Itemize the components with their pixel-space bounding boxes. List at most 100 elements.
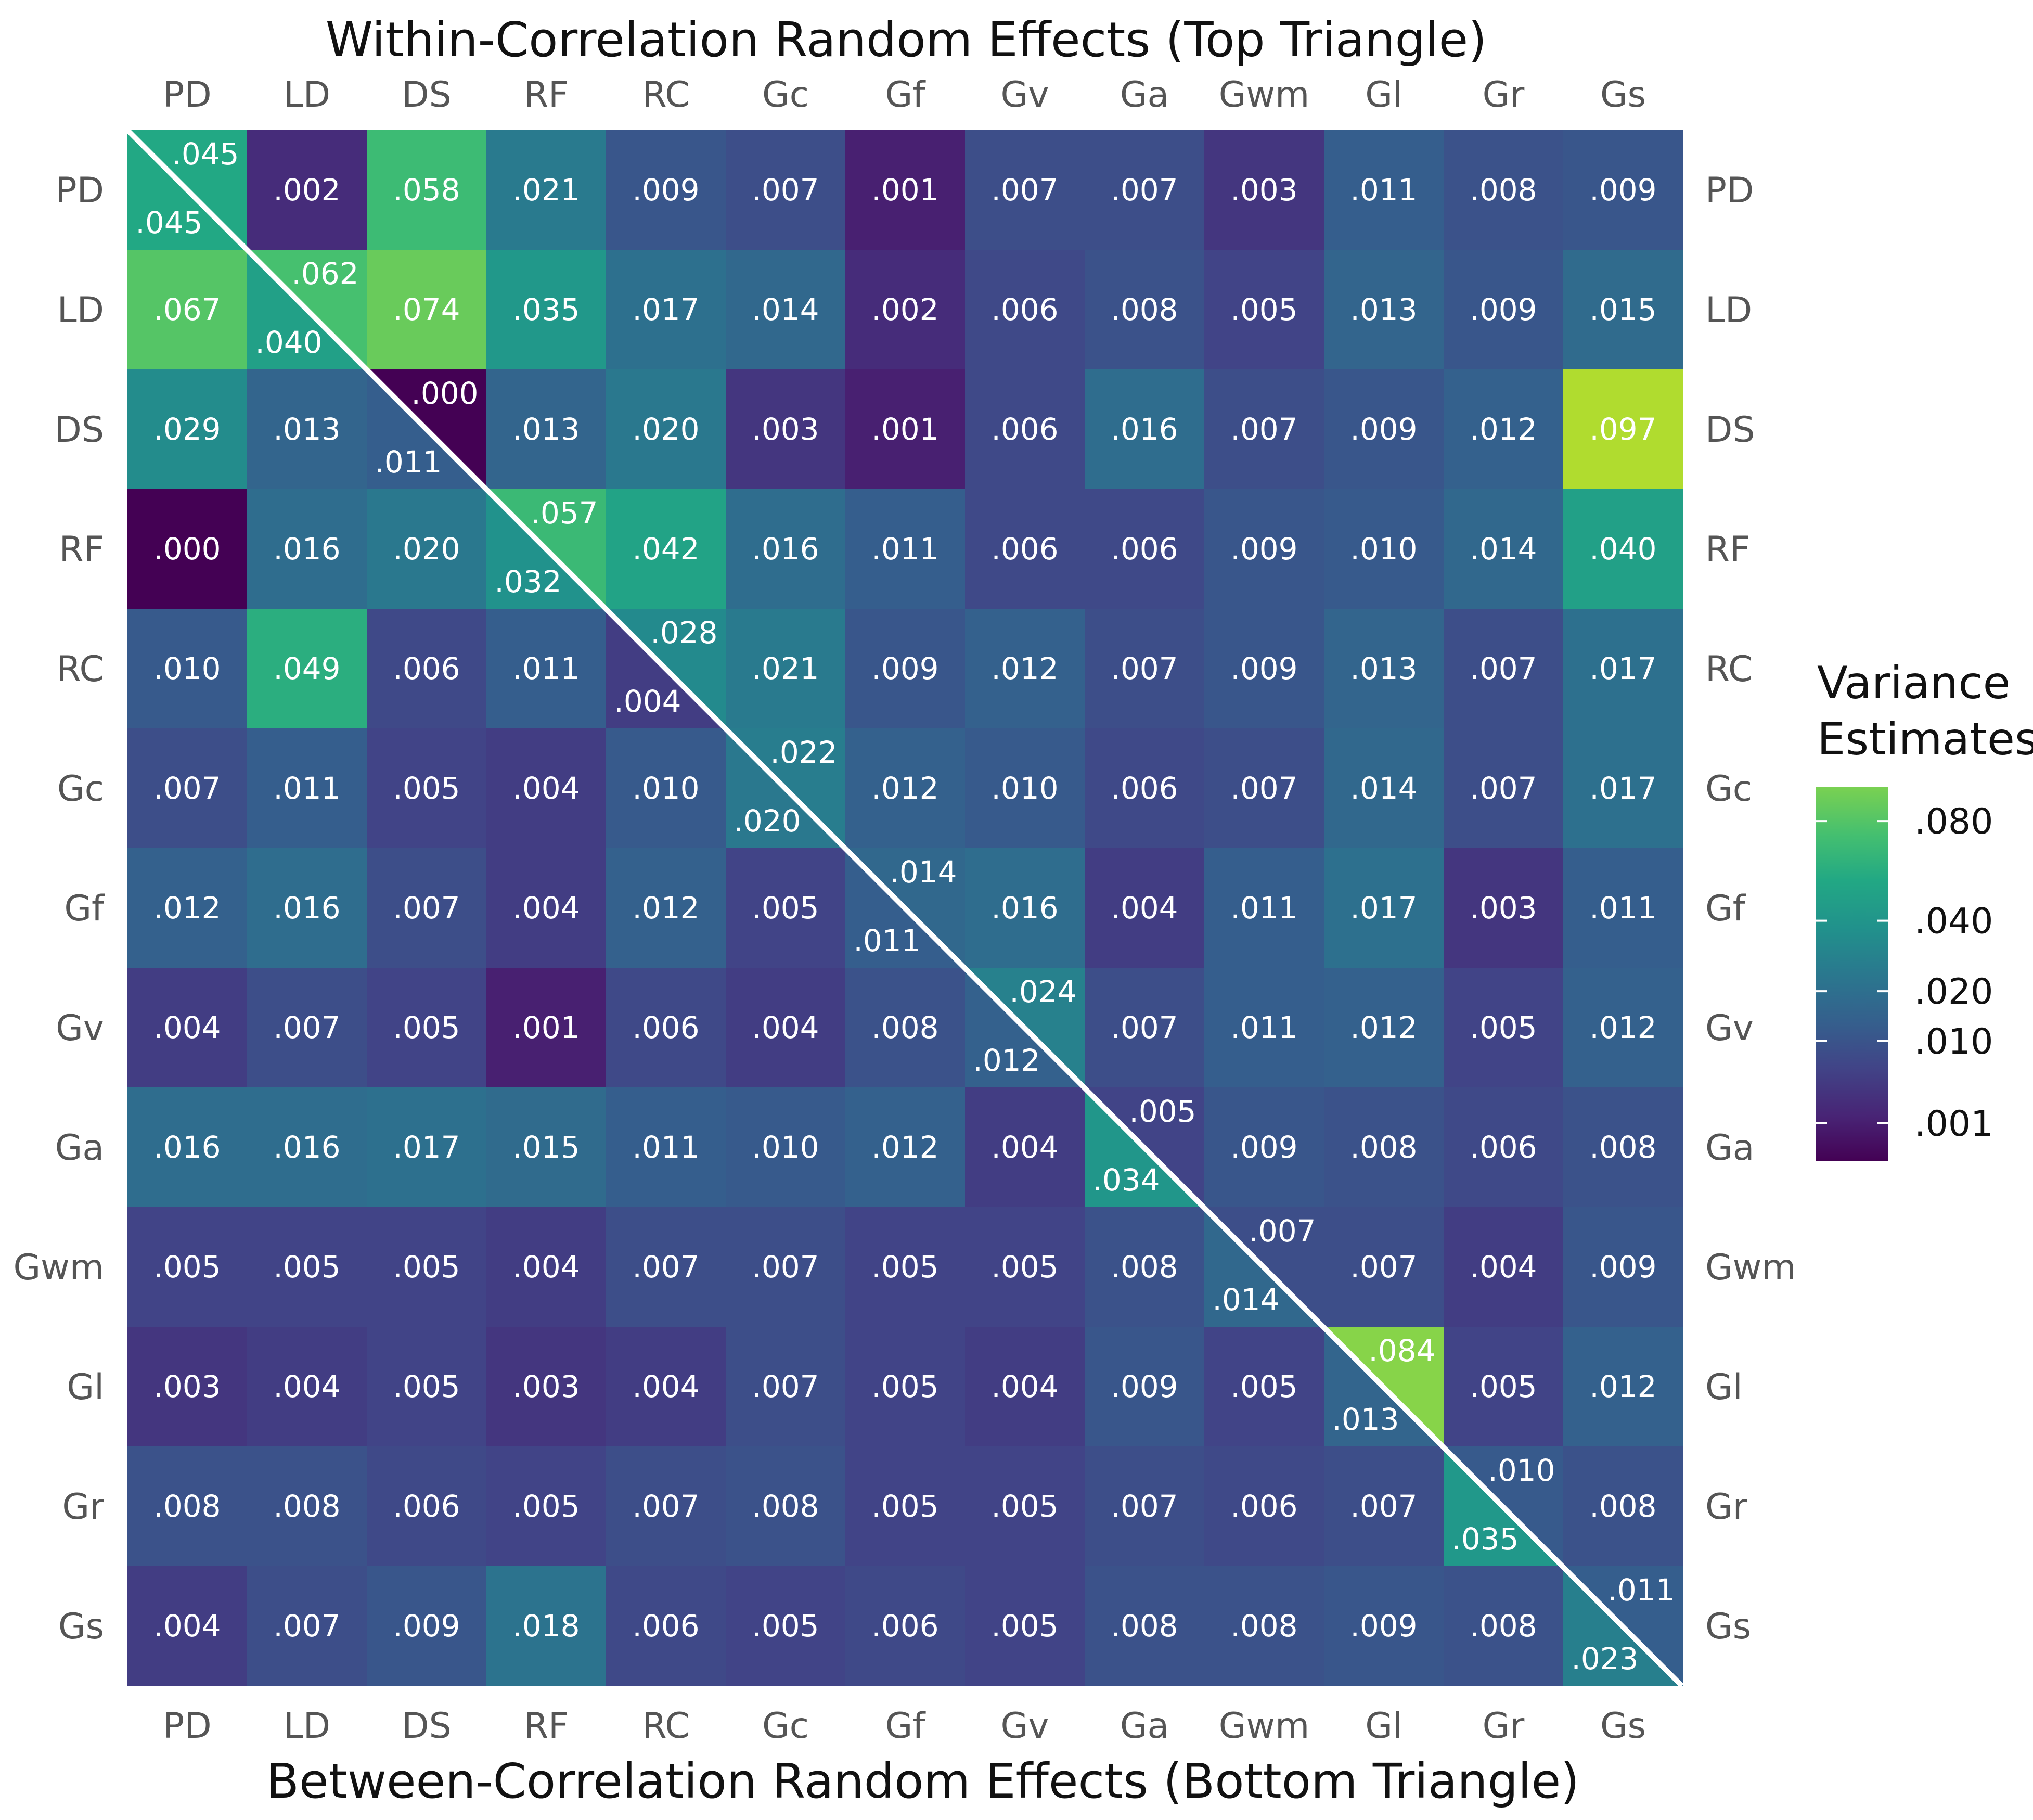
within-cell (965, 489, 1085, 609)
diagonal-between-label: .012 (973, 1043, 1040, 1078)
between-cell (127, 1327, 247, 1446)
within-cell-label: .005 (1230, 292, 1297, 327)
within-cell-label: .006 (991, 531, 1058, 567)
between-cell-label: .013 (273, 412, 340, 447)
within-cell-label: .008 (1470, 172, 1537, 208)
within-cell (1444, 1327, 1563, 1446)
between-cell (127, 1087, 247, 1207)
between-cell-label: .009 (1111, 1369, 1178, 1404)
within-cell-label: .011 (1350, 172, 1417, 208)
within-cell (1324, 728, 1444, 848)
within-cell (1085, 728, 1204, 848)
y-tick-label-right: Gwm (1705, 1247, 1796, 1288)
between-cell-label: .007 (752, 1369, 819, 1404)
between-cell (726, 1446, 845, 1566)
within-cell-label: .012 (1589, 1010, 1656, 1045)
between-cell (486, 1087, 606, 1207)
x-tick-label-top: LD (284, 74, 330, 116)
legend-tick-label: .001 (1914, 1104, 1993, 1145)
between-cell-label: .006 (393, 1489, 460, 1524)
between-cell-label: .049 (273, 651, 340, 686)
within-cell-label: .007 (1470, 771, 1537, 806)
within-cell (1204, 1087, 1324, 1207)
y-tick-label-left: PD (56, 170, 104, 211)
within-cell (367, 250, 486, 369)
x-tick-label-bottom: Gf (885, 1706, 927, 1747)
within-cell (486, 250, 606, 369)
between-cell-label: .011 (632, 1130, 699, 1165)
between-cell (247, 1566, 367, 1686)
between-cell-label: .016 (273, 890, 340, 926)
diagonal-within-label: .022 (770, 735, 837, 770)
diagonal-within-label: .011 (1607, 1572, 1675, 1608)
between-cell (247, 1087, 367, 1207)
within-cell (1563, 369, 1683, 489)
within-cell (965, 728, 1085, 848)
between-cell-label: .007 (632, 1489, 699, 1524)
within-cell (1204, 968, 1324, 1087)
between-cell-label: .008 (752, 1489, 819, 1524)
between-cell (726, 848, 845, 968)
within-cell-label: .016 (991, 890, 1058, 926)
x-tick-label-top: DS (402, 74, 452, 116)
between-cell (726, 1087, 845, 1207)
between-cell (965, 1446, 1085, 1566)
y-tick-label-left: Gr (62, 1486, 104, 1528)
within-cell-label: .006 (1470, 1130, 1537, 1165)
between-cell (127, 369, 247, 489)
within-cell (1563, 489, 1683, 609)
between-cell (367, 609, 486, 728)
diagonal-between-label: .020 (734, 803, 801, 839)
within-cell (1085, 250, 1204, 369)
legend-tick-label: .020 (1914, 971, 1993, 1012)
within-cell (1204, 609, 1324, 728)
between-cell (486, 1207, 606, 1327)
within-cell (247, 130, 367, 250)
within-cell (845, 369, 965, 489)
between-cell-label: .012 (632, 890, 699, 926)
within-cell-label: .009 (632, 172, 699, 208)
y-tick-label-right: Gs (1705, 1606, 1751, 1647)
between-cell (247, 609, 367, 728)
between-cell (726, 1327, 845, 1446)
y-tick-label-right: Gf (1705, 888, 1746, 929)
x-tick-label-bottom: LD (284, 1706, 330, 1747)
within-cell (1444, 1087, 1563, 1207)
between-cell-label: .006 (871, 1608, 938, 1644)
between-cell-label: .005 (393, 771, 460, 806)
within-cell (1204, 489, 1324, 609)
between-cell-label: .004 (512, 771, 580, 806)
x-tick-label-bottom: PD (163, 1706, 211, 1747)
within-cell-label: .021 (512, 172, 580, 208)
between-cell-label: .007 (1350, 1489, 1417, 1524)
between-cell (726, 1566, 845, 1686)
between-cell (606, 1566, 726, 1686)
between-cell-label: .007 (273, 1010, 340, 1045)
between-cell-label: .005 (991, 1489, 1058, 1524)
x-tick-label-bottom: Gs (1600, 1706, 1646, 1747)
within-cell-label: .012 (1350, 1010, 1417, 1045)
between-cell-label: .005 (393, 1010, 460, 1045)
between-cell (1085, 1446, 1204, 1566)
within-cell (965, 609, 1085, 728)
within-cell-label: .001 (871, 412, 938, 447)
within-cell (1563, 250, 1683, 369)
between-cell-label: .007 (153, 771, 221, 806)
within-cell-label: .009 (1589, 1249, 1656, 1285)
within-cell (486, 130, 606, 250)
between-cell (127, 848, 247, 968)
between-cell-label: .005 (153, 1249, 221, 1285)
diagonal-within-label: .028 (650, 615, 717, 650)
diagonal-between-label: .023 (1571, 1641, 1638, 1676)
between-cell-label: .008 (1111, 1608, 1178, 1644)
x-tick-label-top: Gl (1365, 74, 1402, 116)
between-cell (965, 1087, 1085, 1207)
within-cell (1444, 848, 1563, 968)
between-cell (127, 1566, 247, 1686)
within-cell (1204, 728, 1324, 848)
between-cell (367, 1087, 486, 1207)
between-cell (486, 1566, 606, 1686)
within-cell (1444, 250, 1563, 369)
x-tick-label-top: RF (524, 74, 569, 116)
within-cell (1085, 369, 1204, 489)
